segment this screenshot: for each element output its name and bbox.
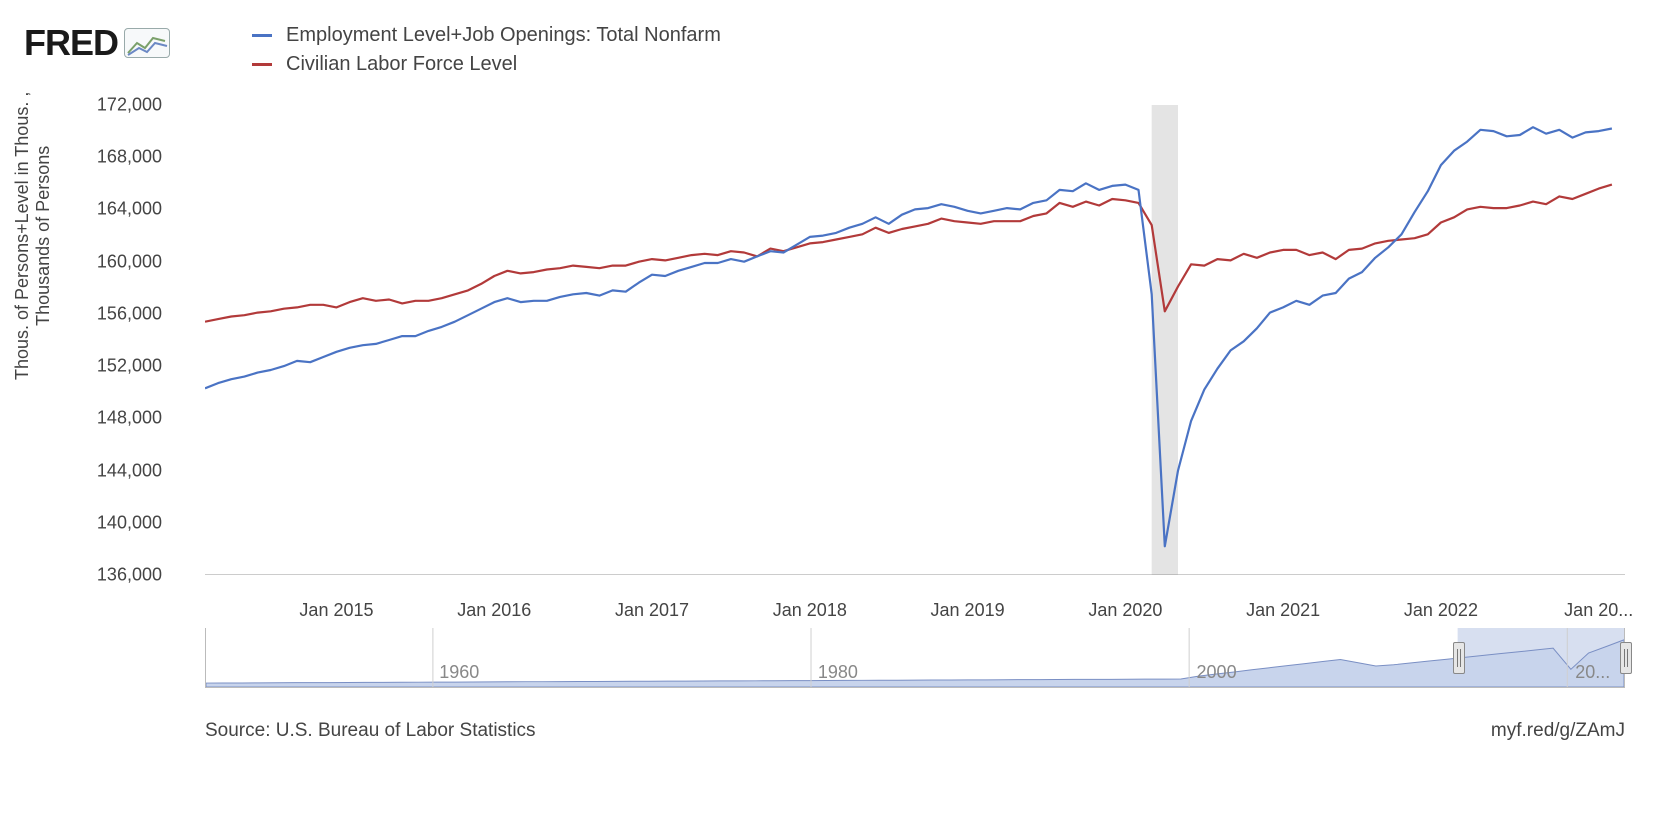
overview-area	[206, 640, 1624, 687]
line-series2	[205, 185, 1612, 322]
recession-band	[1152, 105, 1178, 575]
x-tick-label: Jan 2019	[931, 600, 1005, 621]
x-tick-label: Jan 2015	[299, 600, 373, 621]
chart-area: 136,000 140,000 144,000 148,000 152,000 156,0…	[70, 105, 1640, 665]
fred-logo-block: FRED	[24, 22, 170, 64]
legend-label-series1: Employment Level+Job Openings: Total Non…	[286, 24, 721, 47]
x-tick-label: Jan 2021	[1246, 600, 1320, 621]
overview-tick-label: 1960	[439, 662, 479, 683]
y-tick-label: 172,000	[97, 95, 162, 116]
x-tick-label: Jan 2020	[1088, 600, 1162, 621]
y-tick-label: 156,000	[97, 303, 162, 324]
y-tick-label: 164,000	[97, 199, 162, 220]
y-tick-label: 148,000	[97, 408, 162, 429]
y-tick-label: 144,000	[97, 460, 162, 481]
x-tick-label: Jan 2022	[1404, 600, 1478, 621]
legend-swatch-series1	[252, 34, 272, 37]
shortlink-text: myf.red/g/ZAmJ	[1491, 720, 1625, 742]
overview-tick-label: 20...	[1575, 662, 1610, 683]
legend-label-series2: Civilian Labor Force Level	[286, 53, 517, 76]
fred-logo-text: FRED	[24, 22, 118, 64]
line-series1	[205, 127, 1612, 546]
y-axis-label: Thous. of Persons+Level in Thous. , Thou…	[12, 92, 54, 380]
x-tick-label: Jan 2016	[457, 600, 531, 621]
x-tick-label: Jan 2018	[773, 600, 847, 621]
y-tick-label: 136,000	[97, 565, 162, 586]
plot-region[interactable]	[205, 105, 1625, 575]
overview-tick-label: 2000	[1197, 662, 1237, 683]
overview-timeline[interactable]: 1960 1980 2000 20...	[205, 628, 1625, 688]
y-tick-label: 168,000	[97, 147, 162, 168]
chart-footer: Source: U.S. Bureau of Labor Statistics …	[205, 720, 1625, 742]
source-text: Source: U.S. Bureau of Labor Statistics	[205, 720, 536, 742]
chart-legend: Employment Level+Job Openings: Total Non…	[252, 24, 721, 82]
legend-item-series2[interactable]: Civilian Labor Force Level	[252, 53, 721, 76]
y-tick-label: 140,000	[97, 512, 162, 533]
y-tick-label: 152,000	[97, 356, 162, 377]
x-tick-label: Jan 20...	[1564, 600, 1633, 621]
legend-item-series1[interactable]: Employment Level+Job Openings: Total Non…	[252, 24, 721, 47]
legend-swatch-series2	[252, 63, 272, 66]
overview-handle-right[interactable]	[1620, 642, 1632, 674]
x-tick-label: Jan 2017	[615, 600, 689, 621]
fred-logo-chart-icon	[124, 28, 170, 58]
y-tick-label: 160,000	[97, 251, 162, 272]
overview-handle-left[interactable]	[1453, 642, 1465, 674]
y-axis-label-line1: Thous. of Persons+Level in Thous. ,	[12, 92, 33, 380]
y-axis-label-line2: Thousands of Persons	[33, 92, 54, 380]
overview-tick-label: 1980	[818, 662, 858, 683]
